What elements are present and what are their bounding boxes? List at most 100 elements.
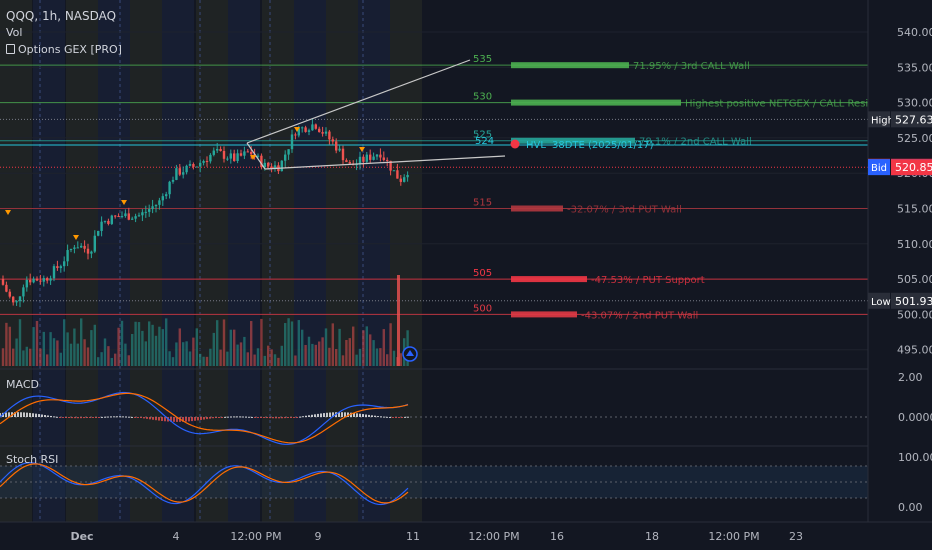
swing-markers <box>5 127 365 240</box>
price-scale-ticks: 540.00535.00530.00525.00520.00515.00510.… <box>897 26 932 357</box>
candle-body <box>5 284 8 292</box>
volume-bar <box>171 357 175 366</box>
candle-body <box>124 213 127 217</box>
candle-body <box>8 291 11 297</box>
candle-body <box>338 148 341 151</box>
volume-bar <box>15 338 18 366</box>
stoch-k-line <box>0 461 409 506</box>
volume-bar <box>301 329 304 366</box>
macd-hist-bar <box>401 417 403 418</box>
level-label: -43.07% / 2nd PUT Wall <box>581 310 698 321</box>
session-bands <box>0 0 422 522</box>
macd-hist-bar <box>284 417 286 419</box>
candle-body <box>389 160 392 171</box>
candle-body <box>137 215 141 217</box>
stoch-d-line <box>0 463 409 504</box>
upper-trend-line <box>246 59 471 144</box>
volume-bar <box>192 337 195 366</box>
macd-hist-bar <box>104 416 106 418</box>
candle-body <box>392 170 396 172</box>
macd-hist-bar <box>323 413 325 417</box>
volume-bar <box>226 351 229 366</box>
volume-bar <box>12 348 15 366</box>
macd-hist-bar <box>275 417 277 419</box>
macd-hist-bar <box>35 413 37 417</box>
volume-bar <box>63 319 66 366</box>
candle-body <box>348 162 351 164</box>
candle-body <box>294 134 297 136</box>
candle-body <box>297 128 300 136</box>
candle-body <box>399 178 402 182</box>
macd-tick-top: 2.00 <box>898 371 923 384</box>
candle-body <box>314 124 317 129</box>
volume-bar <box>352 326 355 366</box>
macd-hist-bar <box>191 417 193 422</box>
volume-bar <box>314 344 317 366</box>
candle-body <box>154 204 158 207</box>
volume-bar <box>141 330 144 366</box>
candle-body <box>331 139 334 142</box>
macd-hist-bar <box>176 417 178 422</box>
candle-body <box>185 165 188 173</box>
volume-bar <box>86 347 90 366</box>
candle-body <box>192 164 195 167</box>
badge-label: High <box>871 115 894 126</box>
indicator-label: Options GEX [PRO] <box>18 43 122 56</box>
candle-body <box>233 153 236 162</box>
candle-body <box>260 155 263 168</box>
level-strike-label: 535 <box>473 54 492 65</box>
volume-bar <box>165 318 168 366</box>
macd-hist-bar <box>233 416 235 418</box>
macd-hist-bar <box>23 412 25 417</box>
level-label: 78.1% / 2nd CALL Wall <box>639 137 752 148</box>
macd-hist-bar <box>371 415 373 417</box>
volume-bar <box>8 326 11 366</box>
macd-hist-bar <box>398 417 400 418</box>
price-scale[interactable] <box>867 0 932 550</box>
macd-hist-bar <box>59 417 61 418</box>
macd-hist-bar <box>302 416 304 418</box>
scroll-to-latest-button[interactable] <box>402 346 418 362</box>
volume-bar <box>39 348 42 366</box>
swing-marker <box>294 127 300 132</box>
candle-body <box>80 245 83 248</box>
macd-hist-bar <box>173 417 175 422</box>
volume-bar <box>328 347 331 366</box>
volume-bar <box>338 328 341 366</box>
volume-bar <box>80 318 83 366</box>
macd-hist-bar <box>164 417 166 422</box>
time-axis[interactable]: Dec 4 12:00 PM 9 11 12:00 PM 16 18 12:00 PM 23 <box>0 521 932 543</box>
price-tick: 495.00 <box>897 344 932 357</box>
volume-bar <box>246 352 249 366</box>
time-tick: 12:00 PM <box>230 530 281 543</box>
macd-hist-bar <box>260 417 262 418</box>
volume-bar <box>124 343 127 366</box>
arrow-up-icon <box>406 350 414 356</box>
macd-hist-bar <box>362 414 364 417</box>
volume-bar <box>386 354 389 366</box>
macd-hist-bar <box>134 417 136 418</box>
candle-body <box>280 160 283 172</box>
candle-body <box>1 279 5 285</box>
volume-bar <box>233 329 236 366</box>
candle-body <box>250 151 253 155</box>
swing-marker <box>250 155 256 160</box>
volume-bar <box>263 355 266 366</box>
candle-body <box>382 157 385 160</box>
macd-hist-bar <box>269 417 271 419</box>
volume-bar <box>335 349 338 366</box>
candle-body <box>15 301 18 303</box>
macd-hist-bar <box>251 416 253 418</box>
macd-hist-bar <box>365 414 367 417</box>
volume-bar <box>97 357 100 366</box>
macd-hist-bar <box>392 417 394 418</box>
trend-lines[interactable] <box>246 59 506 170</box>
macd-hist-bar <box>170 417 172 422</box>
macd-hist-bar <box>89 417 91 418</box>
candle-body <box>182 172 185 175</box>
macd-hist-bar <box>80 417 82 419</box>
macd-hist-bar <box>41 414 43 417</box>
volume-bar <box>117 327 120 366</box>
swing-marker <box>5 210 11 215</box>
